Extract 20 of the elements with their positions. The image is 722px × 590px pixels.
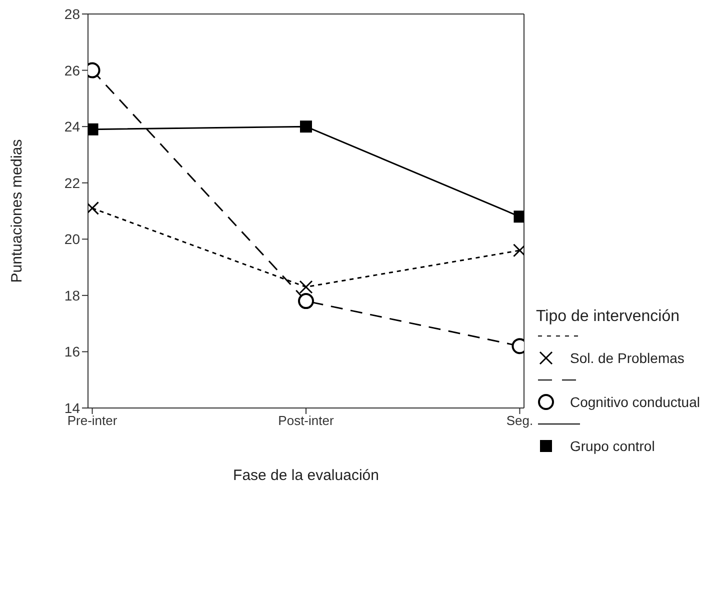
point	[88, 123, 98, 136]
y-axis-title: Puntuaciones medias	[8, 139, 26, 283]
y-tick-label: 24	[64, 118, 80, 135]
legend-label: Grupo control	[570, 438, 655, 454]
legend-title: Tipo de intervención	[536, 308, 680, 326]
x-tick-label: Seg.	[506, 413, 534, 428]
legend-label: Sol. de Problemas	[570, 350, 684, 366]
x-tick-label: Pre-inter	[67, 413, 118, 428]
y-tick-label: 20	[64, 231, 80, 248]
y-tick-label: 28	[64, 6, 80, 22]
y-tick-label: 26	[64, 62, 80, 78]
point	[300, 120, 312, 133]
x-axis-title: Fase de la evaluación	[233, 467, 379, 484]
y-tick-label: 14	[64, 400, 80, 416]
y-tick-label: 22	[64, 174, 80, 191]
y-tick-label: 18	[64, 287, 80, 304]
point	[514, 210, 524, 223]
legend-label: Cognitivo conductual	[570, 394, 700, 410]
y-tick-label: 16	[64, 344, 80, 360]
x-tick-label: Post-inter	[278, 413, 334, 428]
